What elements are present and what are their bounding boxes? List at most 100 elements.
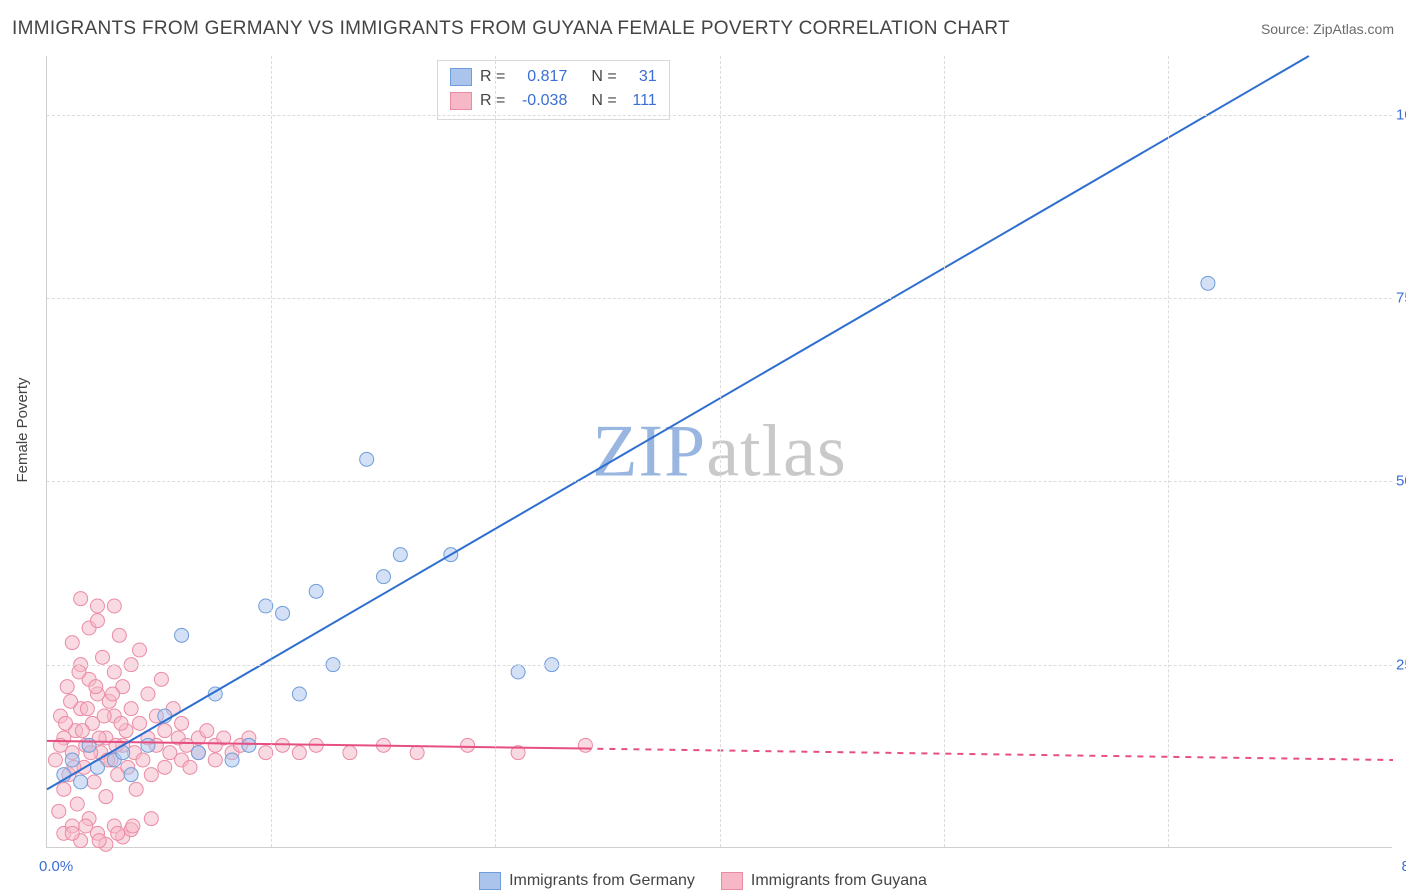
legend-n-value: 111 (625, 92, 657, 110)
scatter-point (242, 738, 256, 752)
scatter-point (59, 716, 73, 730)
scatter-point (461, 738, 475, 752)
scatter-point (1201, 276, 1215, 290)
scatter-point (175, 628, 189, 642)
bottom-swatch-b (721, 872, 743, 890)
scatter-point (90, 614, 104, 628)
scatter-point (141, 738, 155, 752)
scatter-point (60, 680, 74, 694)
scatter-point (158, 760, 172, 774)
scatter-point (92, 834, 106, 848)
scatter-point (292, 746, 306, 760)
scatter-point (309, 584, 323, 598)
scatter-point (99, 790, 113, 804)
correlation-legend: R = 0.817 N = 31 R = -0.038 N = 111 (437, 60, 670, 120)
scatter-point (111, 826, 125, 840)
scatter-point (70, 797, 84, 811)
scatter-point (107, 599, 121, 613)
scatter-point (276, 606, 290, 620)
bottom-legend-item-a: Immigrants from Germany (479, 872, 695, 890)
plot-area: ZIPatlas R = 0.817 N = 31 R = -0.038 N =… (46, 56, 1392, 848)
scatter-point (48, 753, 62, 767)
y-tick-label: 25.0% (1396, 656, 1406, 673)
scatter-point (410, 746, 424, 760)
scatter-point (175, 716, 189, 730)
scatter-point (52, 804, 66, 818)
bottom-legend-label-a: Immigrants from Germany (509, 872, 695, 890)
scatter-point (97, 709, 111, 723)
scatter-point (124, 768, 138, 782)
scatter-point (72, 665, 86, 679)
bottom-legend-label-b: Immigrants from Guyana (751, 872, 927, 890)
scatter-point (578, 738, 592, 752)
legend-swatch-a (450, 68, 472, 86)
y-axis-label: Female Poverty (14, 377, 31, 482)
scatter-point (136, 753, 150, 767)
scatter-point (124, 702, 138, 716)
gridline-v (944, 56, 945, 847)
y-tick-label: 75.0% (1396, 290, 1406, 307)
scatter-point (64, 694, 78, 708)
scatter-point (292, 687, 306, 701)
scatter-point (343, 746, 357, 760)
scatter-point (129, 782, 143, 796)
scatter-point (79, 819, 93, 833)
scatter-point (377, 570, 391, 584)
scatter-point (360, 452, 374, 466)
scatter-point (133, 716, 147, 730)
scatter-point (65, 636, 79, 650)
legend-n-label: N = (591, 68, 616, 86)
scatter-point (87, 775, 101, 789)
scatter-point (57, 782, 71, 796)
scatter-point (107, 665, 121, 679)
scatter-point (126, 819, 140, 833)
scatter-point (112, 628, 126, 642)
gridline-v (720, 56, 721, 847)
scatter-point (106, 687, 120, 701)
y-tick-label: 50.0% (1396, 473, 1406, 490)
scatter-point (183, 760, 197, 774)
bottom-swatch-a (479, 872, 501, 890)
scatter-point (200, 724, 214, 738)
scatter-point (114, 716, 128, 730)
trend-line (47, 56, 1309, 789)
scatter-point (133, 643, 147, 657)
scatter-point (208, 753, 222, 767)
gridline-v (271, 56, 272, 847)
legend-n-label: N = (591, 92, 616, 110)
scatter-point (154, 672, 168, 686)
legend-swatch-b (450, 92, 472, 110)
legend-row-b: R = -0.038 N = 111 (450, 89, 657, 113)
scatter-point (89, 680, 103, 694)
legend-r-value: -0.038 (513, 92, 567, 110)
scatter-point (191, 746, 205, 760)
y-tick-label: 100.0% (1396, 106, 1406, 123)
scatter-point (511, 665, 525, 679)
scatter-point (225, 753, 239, 767)
gridline-v (1168, 56, 1169, 847)
source-label: Source: ZipAtlas.com (1261, 21, 1394, 37)
scatter-point (82, 738, 96, 752)
legend-n-value: 31 (625, 68, 657, 86)
gridline-v (495, 56, 496, 847)
scatter-point (90, 599, 104, 613)
scatter-point (141, 687, 155, 701)
scatter-point (393, 548, 407, 562)
legend-r-label: R = (480, 68, 505, 86)
legend-r-value: 0.817 (513, 68, 567, 86)
bottom-legend-item-b: Immigrants from Guyana (721, 872, 927, 890)
chart-title: IMMIGRANTS FROM GERMANY VS IMMIGRANTS FR… (12, 18, 1010, 40)
scatter-point (144, 768, 158, 782)
scatter-point (144, 812, 158, 826)
trend-line (585, 749, 1393, 760)
scatter-point (96, 650, 110, 664)
legend-r-label: R = (480, 92, 505, 110)
legend-row-a: R = 0.817 N = 31 (450, 65, 657, 89)
scatter-point (80, 702, 94, 716)
scatter-point (74, 775, 88, 789)
scatter-point (75, 724, 89, 738)
scatter-point (158, 724, 172, 738)
scatter-point (65, 826, 79, 840)
scatter-point (74, 592, 88, 606)
bottom-legend: Immigrants from Germany Immigrants from … (0, 872, 1406, 890)
